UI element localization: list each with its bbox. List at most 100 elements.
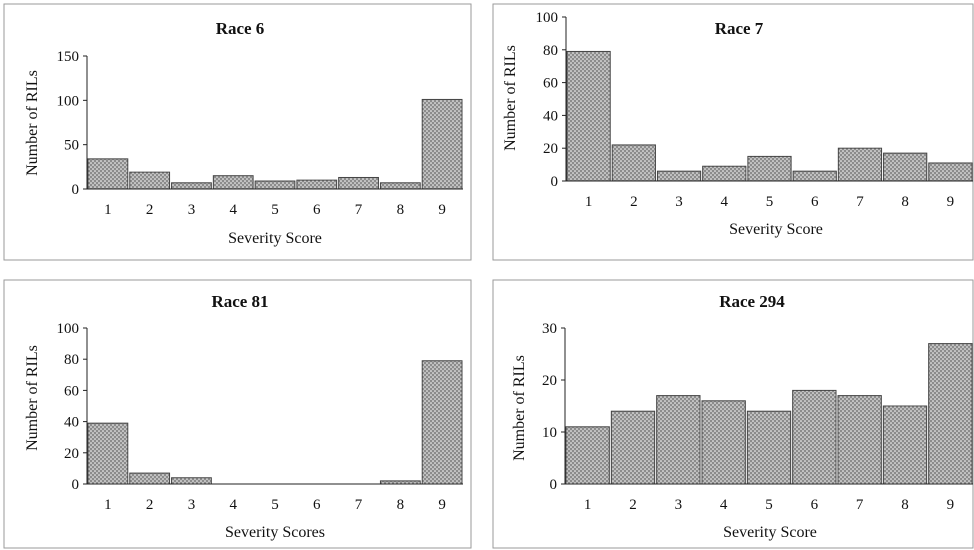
bar-severity-2: [611, 144, 656, 182]
bar-severity-3: [656, 395, 701, 485]
x-tick-label: 7: [856, 497, 864, 513]
bar-severity-1: [87, 158, 129, 190]
x-tick-label: 6: [811, 194, 819, 210]
y-tick-label: 60: [64, 383, 79, 399]
bar-severity-8: [883, 152, 928, 182]
chart-title: Race 7: [715, 19, 764, 38]
bar-severity-2: [129, 171, 171, 190]
x-tick-label: 9: [947, 497, 955, 513]
x-tick-label: 4: [229, 202, 237, 218]
y-tick-label: 0: [72, 182, 80, 198]
x-axis-label: Severity Score: [729, 221, 823, 238]
y-tick-label: 0: [72, 477, 80, 493]
y-axis-label: Number of RILs: [24, 345, 41, 451]
x-tick-label: 3: [675, 194, 683, 210]
x-tick-label: 7: [856, 194, 864, 210]
y-tick-label: 60: [543, 76, 558, 92]
x-tick-label: 3: [188, 497, 196, 513]
x-tick-label: 8: [397, 497, 405, 513]
x-tick-label: 6: [811, 497, 819, 513]
y-tick-label: 150: [57, 49, 80, 65]
x-tick-label: 8: [901, 194, 909, 210]
bar-severity-4: [212, 175, 254, 190]
x-tick-label: 3: [675, 497, 683, 513]
y-tick-label: 20: [542, 373, 557, 389]
bar-severity-8: [379, 182, 421, 190]
x-tick-label: 2: [629, 497, 637, 513]
y-tick-label: 10: [542, 425, 557, 441]
bar-severity-7: [837, 147, 883, 182]
panel-frame: [3, 3, 472, 261]
y-tick-label: 0: [551, 174, 559, 190]
x-tick-label: 1: [584, 497, 592, 513]
bar-severity-2: [610, 410, 656, 485]
y-tick-label: 0: [550, 477, 558, 493]
x-tick-label: 9: [438, 202, 446, 218]
bar-severity-6: [792, 389, 837, 485]
bar-severity-4: [702, 165, 747, 182]
y-axis-label: Number of RILs: [502, 45, 519, 151]
chart-title: Race 6: [216, 19, 265, 38]
x-tick-label: 5: [766, 194, 774, 210]
chart-panel-race-7: Race 7 Number of RILs Severity Score 0 20…: [492, 3, 974, 261]
bar-severity-3: [656, 170, 702, 182]
y-axis-label: Number of RILs: [24, 70, 41, 176]
bar-severity-3: [171, 477, 212, 485]
y-tick-label: 100: [536, 10, 559, 26]
x-tick-label: 6: [313, 202, 321, 218]
chart-title: Race 294: [719, 292, 785, 311]
bar-severity-4: [701, 400, 746, 485]
bar-severity-1: [566, 50, 611, 182]
bar-severity-5: [747, 155, 792, 182]
chart-panel-race-294: Race 294 Number of RILs Severity Score 0…: [492, 279, 974, 549]
x-tick-label: 2: [630, 194, 638, 210]
bar-severity-9: [928, 162, 973, 182]
x-axis-label: Severity Score: [723, 524, 817, 541]
x-axis-label: Severity Scores: [225, 524, 325, 541]
chart-panel-race-6: Race 6 Number of RILs Severity Score 0 50…: [3, 3, 472, 261]
bar-severity-9: [928, 343, 973, 485]
x-tick-label: 5: [765, 497, 773, 513]
y-tick-label: 30: [542, 321, 557, 337]
x-tick-label: 6: [313, 497, 321, 513]
x-tick-label: 3: [188, 202, 196, 218]
y-tick-label: 80: [543, 43, 558, 59]
bar-severity-2: [129, 472, 171, 485]
bar-severity-5: [746, 410, 792, 485]
x-tick-label: 1: [585, 194, 593, 210]
bar-severity-9: [421, 360, 463, 485]
bar-severity-1: [565, 426, 610, 485]
x-tick-label: 7: [355, 497, 363, 513]
bar-severity-8: [882, 405, 928, 485]
y-axis-label: Number of RILs: [511, 355, 528, 461]
x-tick-label: 9: [947, 194, 955, 210]
x-tick-label: 4: [721, 194, 729, 210]
x-tick-label: 2: [146, 202, 154, 218]
y-tick-label: 100: [57, 93, 80, 109]
bar-severity-7: [837, 395, 882, 485]
x-tick-label: 1: [104, 202, 112, 218]
x-tick-label: 1: [104, 497, 112, 513]
y-tick-label: 50: [64, 138, 79, 154]
bar-severity-6: [792, 170, 837, 182]
y-tick-label: 40: [64, 415, 79, 431]
panel-frame: [3, 279, 472, 549]
y-tick-label: 20: [543, 141, 558, 157]
x-tick-label: 4: [229, 497, 237, 513]
x-tick-label: 4: [720, 497, 728, 513]
y-tick-label: 40: [543, 108, 558, 124]
y-tick-label: 100: [57, 321, 80, 337]
x-tick-label: 7: [355, 202, 363, 218]
bar-severity-3: [171, 182, 212, 190]
bar-severity-5: [254, 180, 296, 190]
chart-title: Race 81: [211, 292, 268, 311]
x-axis-label: Severity Score: [228, 230, 322, 247]
bar-severity-1: [87, 422, 129, 485]
x-tick-label: 9: [438, 497, 446, 513]
y-tick-label: 80: [64, 352, 79, 368]
chart-panel-race-81: Race 81 Number of RILs Severity Scores 0…: [3, 279, 472, 549]
x-tick-label: 8: [397, 202, 405, 218]
x-tick-label: 2: [146, 497, 154, 513]
x-tick-label: 8: [901, 497, 909, 513]
